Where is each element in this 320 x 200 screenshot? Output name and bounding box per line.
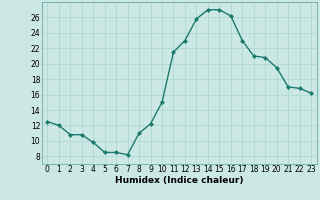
X-axis label: Humidex (Indice chaleur): Humidex (Indice chaleur)	[115, 176, 244, 185]
